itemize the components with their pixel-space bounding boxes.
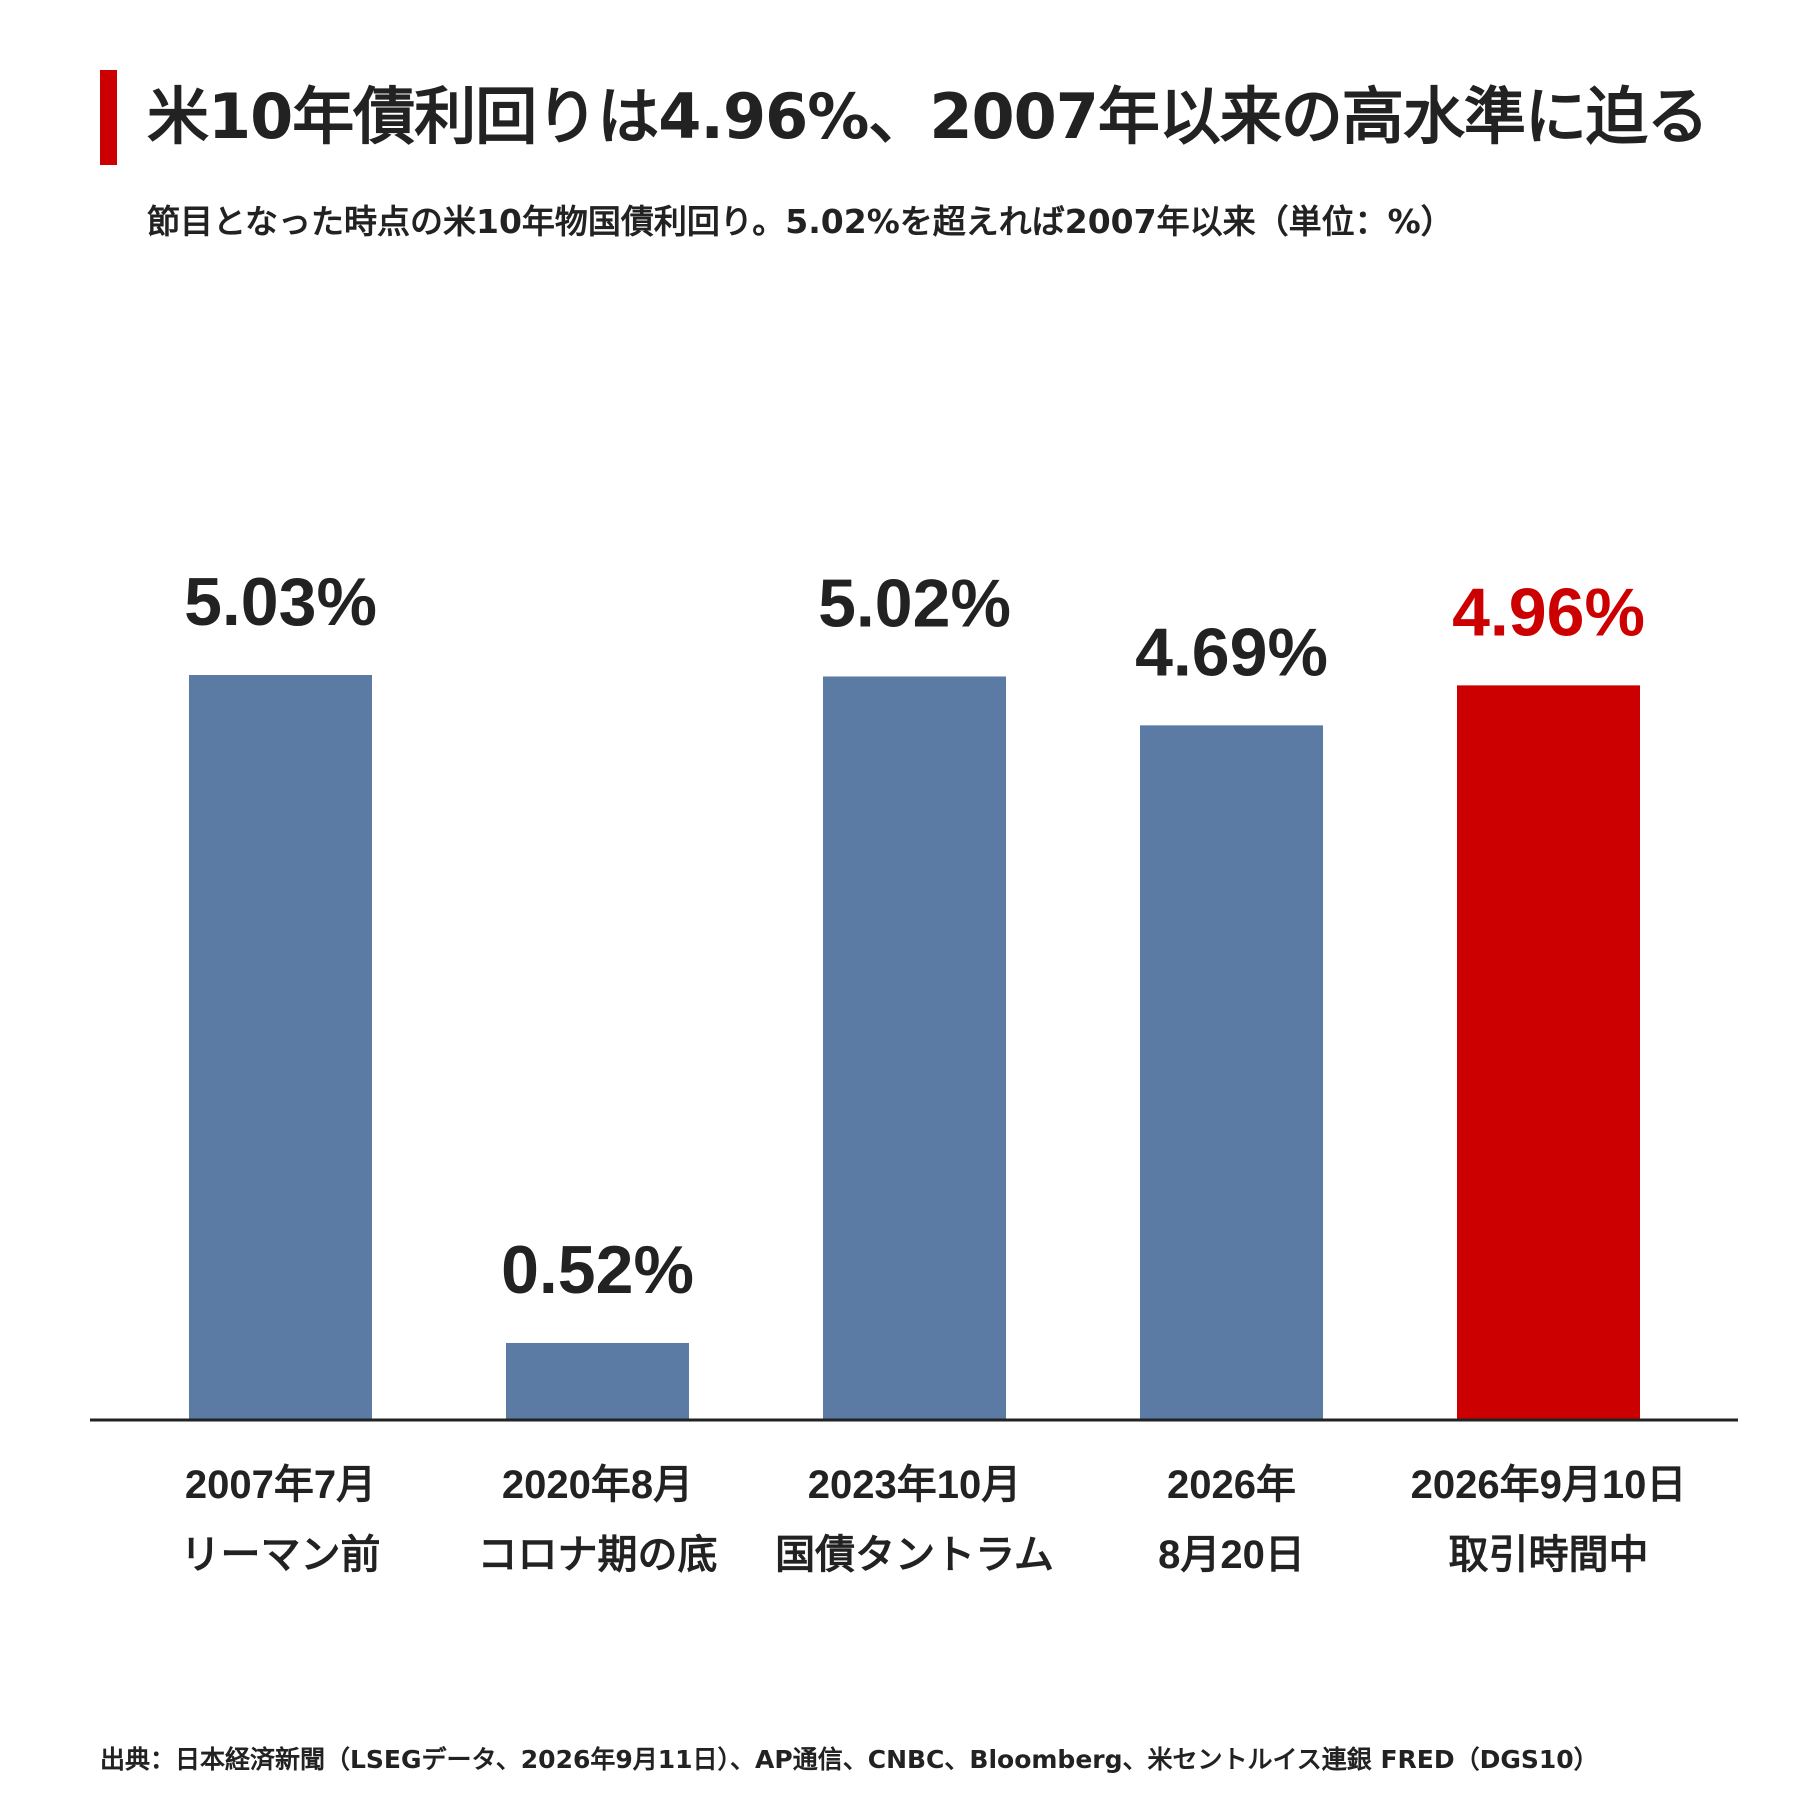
category-label-1-line-2: リーマン前 xyxy=(181,1533,381,1577)
category-label-4-line-2: 8月20日 xyxy=(1158,1533,1305,1577)
data-label-4: 4.69% xyxy=(1135,614,1328,690)
data-label-3: 5.02% xyxy=(818,565,1011,641)
bar-1 xyxy=(189,675,372,1420)
category-label-5-line-2: 取引時間中 xyxy=(1449,1533,1649,1577)
category-label-3-line-1: 2023年10月 xyxy=(808,1463,1021,1507)
chart-title: 米10年債利回りは4.96%、2007年以来の高水準に迫る xyxy=(147,80,1709,153)
bar-4 xyxy=(1140,725,1323,1420)
bar-5 xyxy=(1457,685,1640,1420)
source-note: 出典：日本経済新聞（LSEGデータ、2026年9月11日）、AP通信、CNBC、… xyxy=(100,1745,1599,1774)
bar-3 xyxy=(823,676,1006,1420)
category-label-3-line-2: 国債タントラム xyxy=(775,1533,1054,1577)
data-label-1: 5.03% xyxy=(184,564,377,640)
category-label-2-line-2: コロナ期の底 xyxy=(478,1533,718,1577)
title-accent-bar xyxy=(100,70,117,165)
category-label-2-line-1: 2020年8月 xyxy=(502,1463,693,1507)
chart-subtitle: 節目となった時点の米10年物国債利回り。5.02%を超えれば2007年以来（単位… xyxy=(147,202,1454,241)
category-label-4-line-1: 2026年 xyxy=(1167,1463,1296,1507)
data-label-5: 4.96% xyxy=(1452,574,1645,650)
data-label-2: 0.52% xyxy=(501,1232,694,1308)
bar-2 xyxy=(506,1342,689,1420)
category-label-1-line-1: 2007年7月 xyxy=(185,1463,376,1507)
category-label-5-line-1: 2026年9月10日 xyxy=(1411,1463,1687,1507)
